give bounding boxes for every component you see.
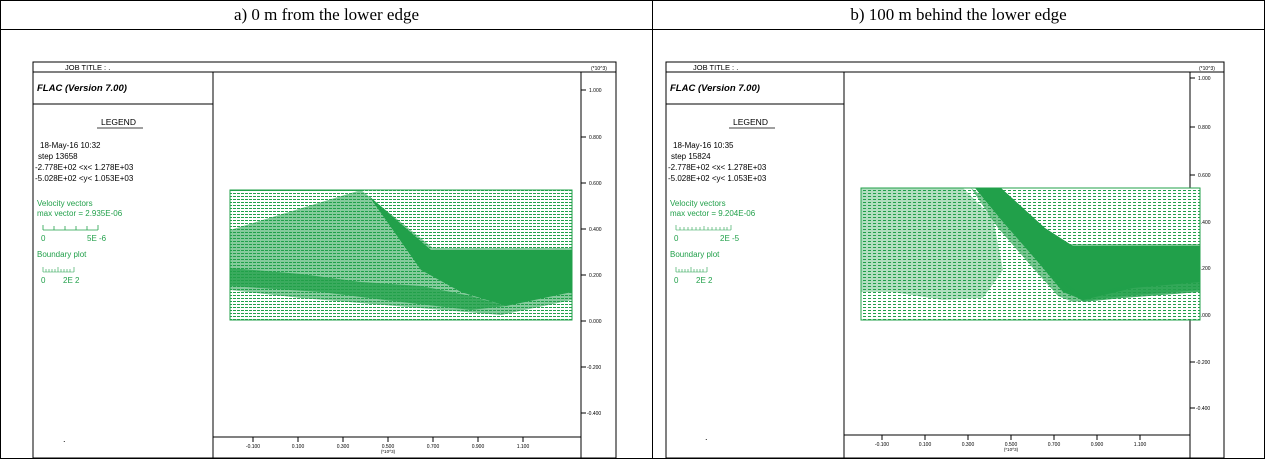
velocity-field-a [229,189,573,321]
y-tick-label: 0.800 [1198,125,1211,131]
velocity-scale-max: 5E -6 [87,234,107,243]
x-tick-label: 1.100 [517,444,530,450]
legend-x-range: -2.778E+02 <x< 1.278E+03 [35,163,134,172]
bottom-mark: . [63,434,66,444]
boundary-scale-zero: 0 [41,276,46,285]
legend-x-range: -2.778E+02 <x< 1.278E+03 [668,163,767,172]
software-name: FLAC (Version 7.00) [37,83,127,94]
y-tick-label: 0.600 [589,181,602,187]
job-title: JOB TITLE : . [65,63,110,72]
legend-date: 18-May-16 10:35 [673,141,734,150]
y-tick-label: 0.200 [1198,266,1211,272]
max-vector: max vector = 2.935E-06 [37,209,123,218]
x-tick-label: 0.900 [472,444,485,450]
boundary-title: Boundary plot [670,250,720,259]
x-tick-label: 0.700 [427,444,440,450]
velocity-title: Velocity vectors [670,199,726,208]
max-vector: max vector = 9.204E-06 [670,209,756,218]
legend-date: 18-May-16 10:32 [40,141,101,150]
y-tick-label: 0.200 [589,273,602,279]
velocity-scale-zero: 0 [674,234,679,243]
y-tick-label: 1.000 [1198,76,1211,82]
velocity-scale-bar [675,225,732,231]
x-tick-label: 0.500 [382,444,395,450]
y-tick-label: -0.400 [587,411,601,417]
y-tick-label: 0.800 [589,135,602,141]
x-tick-label: 1.100 [1134,442,1147,448]
boundary-title: Boundary plot [37,250,87,259]
x-tick-label: 0.900 [1091,442,1104,448]
column-divider [652,1,653,458]
y-tick-label: 1.000 [589,88,602,94]
x-axis-ticks: -0.100 0.100 0.300 0.500 0.700 0.900 1.1… [875,435,1147,448]
flac-plot-b: JOB TITLE : . (*10^3) FLAC (Version 7.00… [665,61,1225,458]
velocity-scale-zero: 0 [41,234,46,243]
x-tick-label: 0.300 [962,442,975,448]
header-a: a) 0 m from the lower edge [233,5,420,24]
boundary-scale-bar [675,267,708,273]
x-tick-label: -0.100 [875,442,889,448]
panel-a: JOB TITLE : . (*10^3) FLAC (Version 7.00… [1,30,652,458]
flac-plot-a: JOB TITLE : . (*10^3) FLAC (Version 7.00… [32,61,617,458]
job-title: JOB TITLE : . [693,63,738,72]
y-tick-label: 0.000 [589,319,602,325]
legend-step: step 15824 [671,152,711,161]
boundary-scale-bar [42,267,75,273]
x-exponent: (*10^3) [381,449,396,454]
bottom-mark: . [705,432,708,442]
software-name: FLAC (Version 7.00) [670,83,760,94]
velocity-scale-max: 2E -5 [720,234,740,243]
y-tick-label: -0.200 [1196,360,1210,366]
panel-b: JOB TITLE : . (*10^3) FLAC (Version 7.00… [653,30,1264,458]
y-axis-ticks: 1.000 0.800 0.600 0.400 0.200 0.000 -0.2… [581,88,602,417]
velocity-field-b [860,187,1201,321]
y-exponent: (*10^3) [1199,66,1215,72]
legend-y-range: -5.028E+02 <y< 1.053E+03 [668,174,767,183]
y-tick-label: -0.200 [587,365,601,371]
y-tick-label: 0.000 [1198,313,1211,319]
header-row [1,1,1264,30]
legend-y-range: -5.028E+02 <y< 1.053E+03 [35,174,134,183]
x-tick-label: 0.100 [919,442,932,448]
y-tick-label: -0.400 [1196,406,1210,412]
y-tick-label: 0.400 [1198,220,1211,226]
y-tick-label: 0.400 [589,227,602,233]
x-axis-ticks: -0.100 0.100 0.300 0.500 0.700 0.900 1.1… [246,437,530,450]
boundary-scale-max: 2E 2 [696,276,713,285]
header-b: b) 100 m behind the lower edge [850,5,1067,24]
x-tick-label: 0.100 [292,444,305,450]
x-tick-label: 0.500 [1005,442,1018,448]
x-tick-label: -0.100 [246,444,260,450]
y-exponent: (*10^3) [591,66,607,72]
legend-title: LEGEND [733,117,768,127]
x-tick-label: 0.300 [337,444,350,450]
x-tick-label: 0.700 [1048,442,1061,448]
y-tick-label: 0.600 [1198,173,1211,179]
boundary-scale-zero: 0 [674,276,679,285]
boundary-scale-max: 2E 2 [63,276,80,285]
x-exponent: (*10^3) [1004,447,1019,452]
legend-title: LEGEND [101,117,136,127]
legend-step: step 13658 [38,152,78,161]
velocity-title: Velocity vectors [37,199,93,208]
velocity-scale-bar [42,225,99,231]
